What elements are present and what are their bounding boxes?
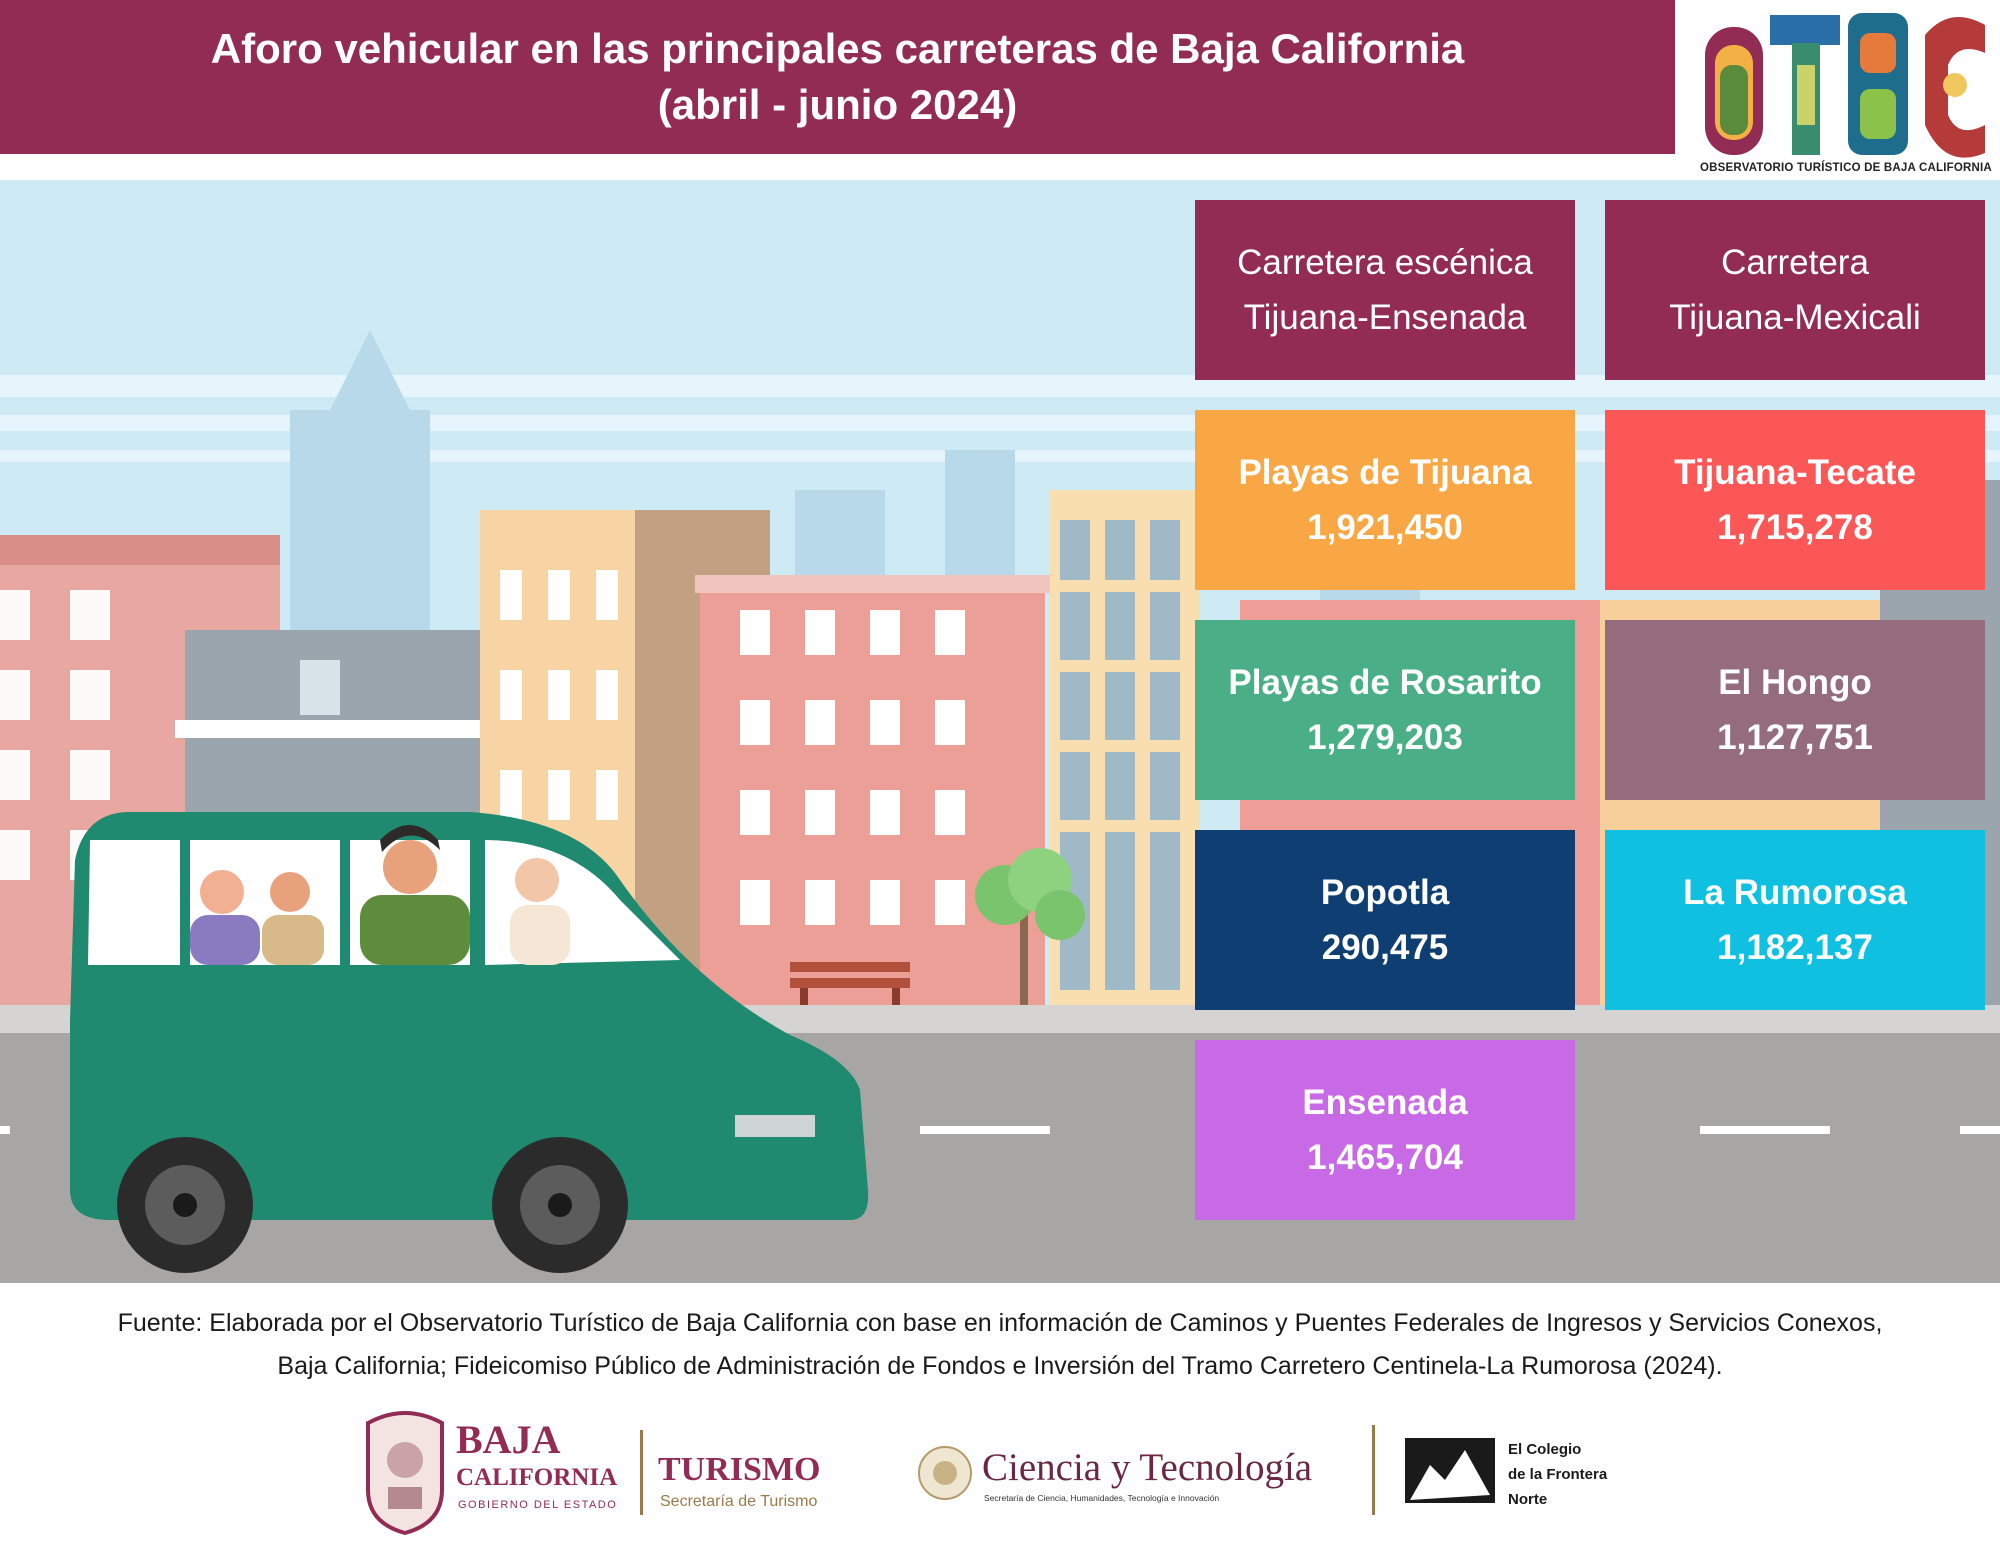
baja-california-shield-icon	[366, 1411, 444, 1536]
stat-value: 1,127,751	[1717, 718, 1873, 757]
otbc-logo-letters	[1705, 13, 1985, 158]
colef-line2: de la Frontera	[1508, 1466, 1608, 1483]
stat-playas-de-rosarito: Playas de Rosarito 1,279,203	[1195, 620, 1575, 800]
stat-playas-de-tijuana: Playas de Tijuana 1,921,450	[1195, 410, 1575, 590]
stat-el-hongo: El Hongo 1,127,751	[1605, 620, 1985, 800]
stat-value: 1,715,278	[1717, 508, 1873, 547]
colef-line3: Norte	[1508, 1491, 1547, 1508]
stat-value: 1,465,704	[1307, 1138, 1463, 1177]
stat-name: El Hongo	[1718, 663, 1872, 702]
stat-tijuana-tecate: Tijuana-Tecate 1,715,278	[1605, 410, 1985, 590]
turismo-title: TURISMO	[658, 1451, 820, 1488]
source-line2: Baja California; Fideicomiso Público de …	[277, 1352, 1723, 1380]
stat-value: 290,475	[1321, 928, 1449, 967]
turismo-sub: Secretaría de Turismo	[660, 1493, 818, 1510]
header-tijuana-ensenada: Carretera escénica Tijuana-Ensenada	[1195, 200, 1575, 380]
header-tijuana-mexicali: Carretera Tijuana-Mexicali	[1605, 200, 1985, 380]
stat-name: Playas de Tijuana	[1238, 453, 1532, 492]
mexico-seal-icon	[918, 1446, 972, 1500]
otbc-logo-caption: OBSERVATORIO TURÍSTICO DE BAJA CALIFORNI…	[1700, 162, 1992, 174]
title-banner: Aforo vehicular en las principales carre…	[0, 0, 1675, 154]
stat-name: Playas de Rosarito	[1228, 663, 1542, 702]
source-note: Fuente: Elaborada por el Observatorio Tu…	[30, 1302, 1970, 1388]
colef-logo-icon	[1405, 1438, 1495, 1503]
header-tijuana-ensenada-line1: Carretera escénica	[1237, 243, 1533, 282]
ciencia-title: Ciencia y Tecnología	[982, 1446, 1312, 1489]
ciencia-sub: Secretaría de Ciencia, Humanidades, Tecn…	[984, 1493, 1219, 1503]
page-subtitle: (abril - junio 2024)	[657, 81, 1018, 128]
footer-logos: BAJA CALIFORNIA GOBIERNO DEL ESTADO TURI…	[360, 1405, 1650, 1536]
bc-line3: GOBIERNO DEL ESTADO	[458, 1499, 617, 1511]
stat-value: 1,182,137	[1717, 928, 1873, 967]
header-tijuana-mexicali-line1: Carretera	[1721, 243, 1869, 282]
stat-value: 1,921,450	[1307, 508, 1463, 547]
van-illustration	[70, 812, 869, 1273]
stat-name: Popotla	[1320, 873, 1450, 912]
stat-popotla: Popotla 290,475	[1195, 830, 1575, 1010]
stat-value: 1,279,203	[1307, 718, 1463, 757]
stat-name: La Rumorosa	[1683, 873, 1907, 912]
header-tijuana-mexicali-line2: Tijuana-Mexicali	[1669, 298, 1921, 337]
city-scene-illustration: Carretera escénica Tijuana-Ensenada Carr…	[0, 180, 2000, 1283]
stat-name: Tijuana-Tecate	[1674, 453, 1916, 492]
stat-la-rumorosa: La Rumorosa 1,182,137	[1605, 830, 1985, 1010]
stat-ensenada: Ensenada 1,465,704	[1195, 1040, 1575, 1220]
source-line1: Fuente: Elaborada por el Observatorio Tu…	[117, 1309, 1883, 1337]
bc-line2: CALIFORNIA	[456, 1464, 617, 1491]
footer-logos-graphic: BAJA CALIFORNIA GOBIERNO DEL ESTADO TURI…	[366, 1411, 1608, 1536]
bc-line1: BAJA	[456, 1417, 561, 1462]
otbc-logo: OBSERVATORIO TURÍSTICO DE BAJA CALIFORNI…	[1700, 5, 1992, 180]
stat-name: Ensenada	[1302, 1083, 1468, 1122]
header-tijuana-ensenada-line2: Tijuana-Ensenada	[1243, 298, 1527, 337]
page-title: Aforo vehicular en las principales carre…	[210, 25, 1465, 72]
colef-line1: El Colegio	[1508, 1441, 1581, 1458]
